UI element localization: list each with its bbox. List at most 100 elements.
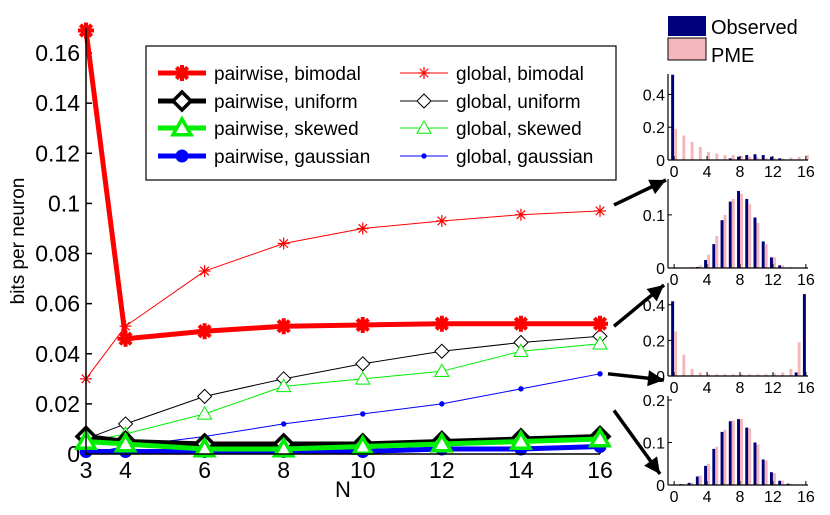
bar-pme — [707, 463, 711, 485]
data-point — [434, 343, 450, 359]
hist-x-tick-label: 16 — [797, 164, 815, 181]
bar-observed — [769, 257, 773, 268]
bar-pme — [764, 244, 768, 268]
bar-pme — [715, 446, 719, 485]
y-tick-label: 0.08 — [35, 241, 80, 267]
bar-pme — [740, 155, 743, 160]
legend-swatch-marker — [170, 89, 194, 113]
data-point — [113, 431, 138, 453]
main-line-plot: 00.020.040.060.080.10.120.140.163 4 6 8 10 12… — [8, 22, 617, 502]
bar-observed — [753, 442, 757, 485]
hist-x-tick-label: 4 — [703, 272, 712, 289]
legend-swatch-marker — [175, 149, 189, 163]
bar-pme — [748, 428, 752, 485]
data-point — [514, 208, 527, 221]
bar-pme — [731, 374, 735, 376]
hist-y-tick-label: 0.1 — [643, 436, 665, 453]
legend-label: global, uniform — [456, 92, 581, 113]
bar-observed — [778, 265, 782, 268]
bar-pme — [764, 460, 768, 485]
bar-pme — [707, 254, 711, 268]
data-point — [356, 222, 369, 235]
bar-observed — [753, 217, 757, 268]
histogram-uniform: 0 0.1 0 4 8 12 16 — [643, 179, 815, 289]
legend-swatch-marker — [174, 65, 190, 81]
series-line — [85, 436, 601, 452]
data-point — [592, 315, 608, 332]
bar-observed — [704, 465, 708, 485]
bar-observed — [737, 419, 740, 485]
data-point — [196, 323, 213, 340]
bar-pme — [723, 155, 727, 160]
arrow-to-bimodal-histogram — [613, 178, 667, 207]
bar-pme — [748, 374, 752, 376]
bar-observed — [761, 241, 765, 268]
bar-pme — [723, 429, 727, 485]
series-global-skewed — [78, 335, 608, 448]
hist-y-tick-label: 0.2 — [643, 333, 665, 350]
data-point — [198, 265, 211, 278]
y-tick-label: 0.16 — [35, 40, 80, 66]
data-point — [196, 405, 213, 420]
arrow-head — [647, 370, 664, 387]
bar-pme — [731, 198, 735, 268]
legend-box — [145, 45, 617, 181]
bar-observed — [778, 158, 782, 160]
hist-x-tick-label: 16 — [797, 489, 815, 506]
bar-observed — [720, 220, 724, 268]
data-point — [275, 318, 292, 335]
hist-x-tick-label: 8 — [736, 164, 745, 181]
hist-y-tick-label: 0.1 — [643, 208, 665, 225]
x-tick-label: 10 — [350, 457, 376, 483]
histogram-bimodal: 0 0.2 0.4 0 4 8 12 16 — [643, 74, 815, 181]
bar-pme — [756, 157, 760, 160]
bar-pme — [756, 222, 760, 268]
bar-pme — [764, 158, 768, 160]
y-tick-label: 0.1 — [48, 190, 80, 216]
bar-observed — [802, 294, 806, 376]
y-tick-label: 0.14 — [35, 90, 80, 116]
bar-observed — [745, 198, 749, 268]
series-line — [83, 30, 600, 342]
legend-label: pairwise, uniform — [214, 92, 358, 113]
bar-pme — [805, 155, 809, 160]
bar-pme — [781, 480, 785, 485]
bar-pme — [723, 374, 727, 376]
bar-pme — [772, 373, 776, 376]
data-point — [360, 411, 366, 417]
histogram-legend: Observed PME — [667, 16, 798, 67]
hist-x-tick-label: 4 — [703, 489, 712, 506]
series-line — [85, 210, 601, 380]
bar-observed — [761, 155, 765, 160]
bar-observed — [794, 372, 798, 376]
hist-x-tick-label: 8 — [736, 489, 745, 506]
bar-pme — [797, 156, 801, 160]
legend: pairwise, bimodal pairwise, uniform pairwi… — [145, 45, 617, 181]
bar-observed — [769, 472, 773, 485]
bar-pme — [698, 372, 702, 376]
hist-y-tick-label: 0.2 — [643, 393, 665, 410]
bar-pme — [756, 374, 760, 376]
data-point — [429, 431, 454, 453]
bar-pme — [789, 368, 793, 376]
bar-pme — [764, 374, 768, 376]
bar-observed — [786, 483, 790, 485]
bar-pme — [715, 153, 719, 160]
hist-y-tick-label: 0.4 — [643, 298, 665, 315]
hist-y-tick-label: 0.2 — [643, 120, 665, 137]
hist-x-tick-label: 0 — [670, 380, 679, 397]
arrow-to-pairwise-histogram — [612, 409, 662, 476]
arrow-to-gaussian-histogram — [607, 370, 665, 387]
bar-observed — [687, 482, 691, 485]
legend-label: global, gaussian — [456, 147, 593, 168]
bar-observed — [778, 480, 782, 485]
hist-y-tick-label: 0 — [656, 153, 665, 170]
legend-label: pairwise, skewed — [214, 119, 359, 140]
hist-x-tick-label: 0 — [670, 272, 679, 289]
legend-swatch-observed — [668, 16, 706, 36]
bar-pme — [756, 444, 760, 485]
legend-swatch-marker — [421, 153, 427, 159]
histogram-skewed: 0 0.2 0.4 0 4 8 12 16 — [643, 283, 815, 397]
